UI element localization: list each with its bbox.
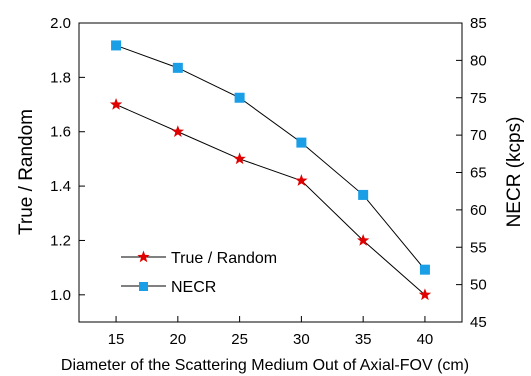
data-point-necr	[172, 62, 183, 73]
data-point-true-random	[233, 152, 246, 165]
legend-marker-true-random	[137, 250, 150, 263]
left-y-tick-label: 1.8	[50, 69, 71, 86]
x-tick-label: 25	[231, 331, 248, 348]
right-y-tick-label: 45	[470, 314, 487, 331]
x-tick-label: 35	[355, 331, 372, 348]
series-layer	[109, 40, 432, 301]
data-point-true-random	[295, 174, 308, 186]
right-y-tick-label: 60	[470, 202, 487, 219]
data-point-necr	[111, 40, 122, 51]
data-point-necr	[234, 92, 245, 103]
data-point-true-random	[171, 125, 185, 137]
left-y-axis: 1.0 1.2 1.4 1.6 1.8 2.0	[50, 15, 85, 304]
legend-label-true-random: True / Random	[171, 250, 277, 267]
left-y-tick-label: 1.2	[50, 232, 71, 249]
data-point-necr	[358, 189, 369, 200]
data-point-true-random	[109, 98, 123, 110]
legend: True / Random NECR	[121, 250, 277, 296]
right-y-tick-label: 70	[470, 127, 487, 144]
data-point-true-random	[418, 288, 432, 301]
data-point-necr	[419, 264, 430, 275]
right-y-tick-label: 65	[470, 165, 487, 182]
series-line-0	[115, 104, 426, 296]
x-tick-label: 15	[108, 331, 125, 348]
right-y-tick-label: 85	[470, 15, 487, 32]
right-y-axis-title: NECR (kcps)	[504, 117, 525, 228]
x-axis: 15 20 25 30 35 40	[108, 316, 434, 348]
data-point-true-random	[356, 233, 370, 246]
left-y-axis-title: True / Random	[16, 109, 37, 235]
data-point-necr	[296, 137, 307, 148]
left-y-tick-label: 1.6	[50, 124, 71, 141]
x-axis-title: Diameter of the Scattering Medium Out of…	[61, 357, 469, 374]
x-tick-label: 30	[293, 331, 310, 348]
left-y-tick-label: 1.4	[50, 178, 71, 195]
left-y-tick-label: 1.0	[50, 287, 71, 304]
legend-label-necr: NECR	[171, 279, 216, 296]
series-line-1	[115, 44, 426, 270]
left-y-tick-label: 2.0	[50, 15, 71, 32]
legend-marker-necr	[139, 282, 148, 291]
x-tick-label: 40	[417, 331, 434, 348]
x-tick-label: 20	[169, 331, 186, 348]
right-y-axis: 45 50 55 60 65 70 75 80 85	[456, 15, 487, 331]
right-y-tick-label: 75	[470, 90, 487, 107]
right-y-tick-label: 80	[470, 52, 487, 69]
right-y-tick-label: 55	[470, 239, 487, 256]
right-y-tick-label: 50	[470, 277, 487, 294]
